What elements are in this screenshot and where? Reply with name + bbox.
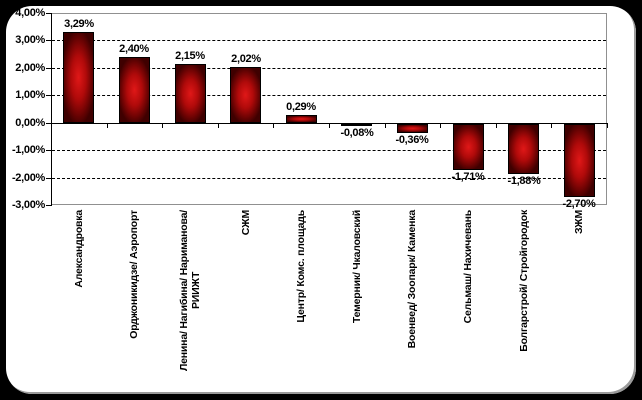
y-axis-tick (46, 178, 51, 179)
category-label: Александровка (73, 210, 85, 288)
category-boundary-tick (51, 124, 52, 128)
gridline (52, 40, 606, 41)
y-axis-tick-label: 4,00% (15, 7, 45, 19)
y-axis-tick-label: 1,00% (15, 89, 45, 101)
bar (341, 124, 372, 126)
y-axis-tick (46, 205, 51, 206)
gridline (52, 68, 606, 69)
y-axis-tick-label: 3,00% (15, 34, 45, 46)
bar (63, 32, 94, 123)
y-axis-tick (46, 40, 51, 41)
category-boundary-tick (107, 124, 108, 128)
bar-value-label: -0,36% (395, 134, 429, 146)
y-axis-tick (46, 150, 51, 151)
bar (119, 57, 150, 123)
y-axis-tick-label: -2,00% (11, 172, 45, 184)
x-axis-zero-line (51, 123, 608, 124)
bar (175, 64, 206, 123)
category-label: Ленина/ Нагибина/ Нариманова/ РИИЖТ (178, 210, 202, 372)
category-label: Болгарстрой/ Стройгородок (518, 210, 530, 352)
gridline (52, 178, 606, 179)
category-boundary-tick (329, 124, 330, 128)
y-axis-tick-label: -3,00% (11, 199, 45, 211)
category-boundary-tick (385, 124, 386, 128)
y-axis-tick-label: 2,00% (15, 62, 45, 74)
category-label: Сельмаш/ Нахичевань (462, 210, 474, 324)
gridline (52, 95, 606, 96)
category-boundary-tick (162, 124, 163, 128)
category-boundary-tick (551, 124, 552, 128)
category-boundary-tick (273, 124, 274, 128)
category-boundary-tick (440, 124, 441, 128)
gridline (52, 150, 606, 151)
y-axis-tick-label: 0,00% (15, 117, 45, 129)
bar-value-label: -0,08% (340, 127, 374, 139)
category-label: СЖМ (240, 210, 252, 236)
bar-value-label: 2,15% (175, 50, 205, 62)
bar (453, 124, 484, 170)
bar-value-label: 0,29% (286, 101, 316, 113)
bar (286, 115, 317, 123)
y-axis-tick (46, 68, 51, 69)
category-boundary-tick (607, 124, 608, 128)
y-axis-line (51, 13, 52, 206)
bar (397, 124, 428, 133)
bar-value-label: -2,70% (562, 198, 596, 210)
bar (564, 124, 595, 197)
bar-value-label: 3,29% (64, 18, 94, 30)
category-boundary-tick (218, 124, 219, 128)
bar-value-label: -1,88% (507, 175, 541, 187)
y-axis-tick (46, 13, 51, 14)
bar (230, 67, 261, 123)
category-label: Военвед/ Зоопарк/ Каменка (406, 210, 418, 349)
category-label: Центр/ Комс. площадь (295, 210, 307, 323)
bar-value-label: 2,02% (231, 53, 261, 65)
y-axis-tick (46, 123, 51, 124)
category-label: Орджоникидзе/ Аэропорт (128, 210, 140, 339)
y-axis-tick-label: -1,00% (11, 144, 45, 156)
bar-value-label: -1,71% (451, 171, 485, 183)
bar-value-label: 2,40% (119, 43, 149, 55)
bar (508, 124, 539, 174)
category-label: ЗЖМ (573, 210, 585, 234)
y-axis-tick (46, 95, 51, 96)
category-label: Темерник/ Чкаловский (351, 210, 363, 324)
category-boundary-tick (496, 124, 497, 128)
